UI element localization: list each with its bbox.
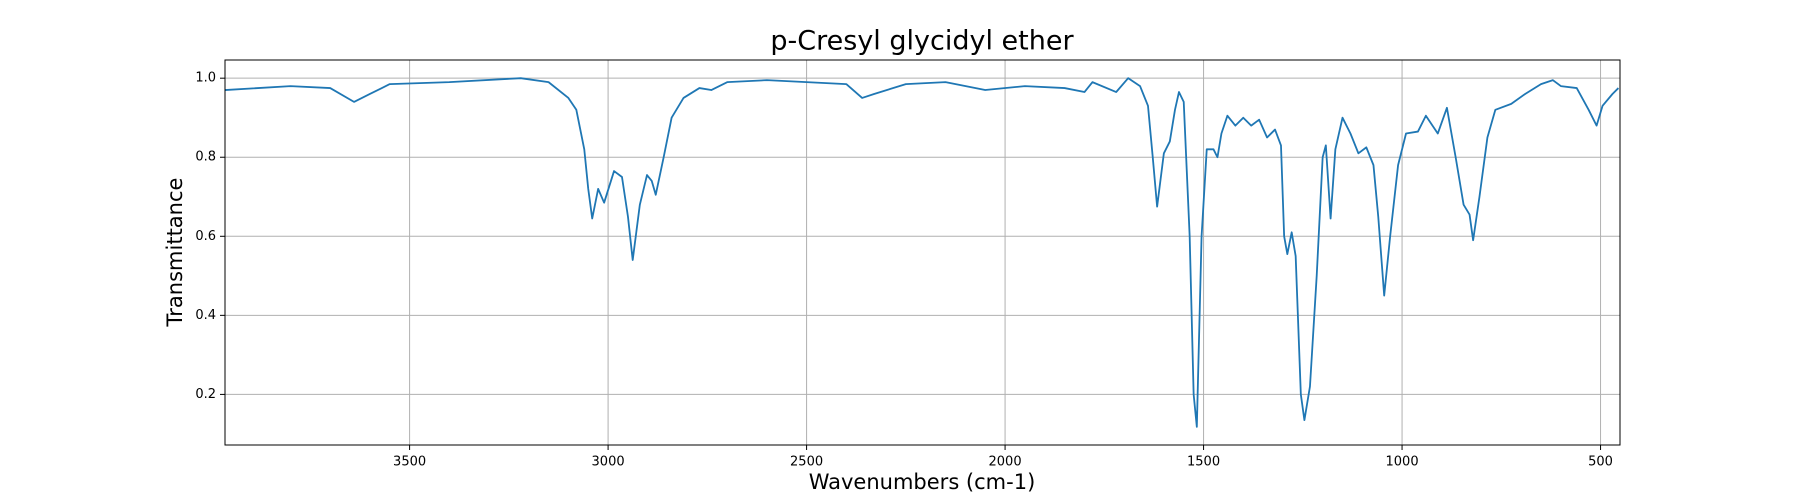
chart-title: p-Cresyl glycidyl ether	[770, 26, 1074, 57]
spectrum-line	[224, 77, 1620, 428]
y-tick-label: 0.4	[195, 308, 216, 323]
y-tick-label: 0.8	[195, 150, 216, 165]
y-tick-label: 1.0	[195, 71, 216, 86]
x-axis-label: Wavenumbers (cm-1)	[809, 470, 1036, 494]
x-tick-label: 3000	[592, 455, 625, 470]
x-tick-label: 2000	[989, 455, 1022, 470]
y-axis-label: Transmittance	[163, 178, 187, 328]
x-tick-label: 2500	[790, 455, 823, 470]
y-tick-label: 0.2	[195, 387, 216, 402]
plot-frame	[224, 59, 1621, 446]
x-tick-label: 3500	[393, 455, 426, 470]
y-tick-label: 0.6	[195, 229, 216, 244]
x-tick-label: 1000	[1386, 455, 1419, 470]
x-tick-label: 1500	[1187, 455, 1220, 470]
x-tick-label: 500	[1588, 455, 1613, 470]
